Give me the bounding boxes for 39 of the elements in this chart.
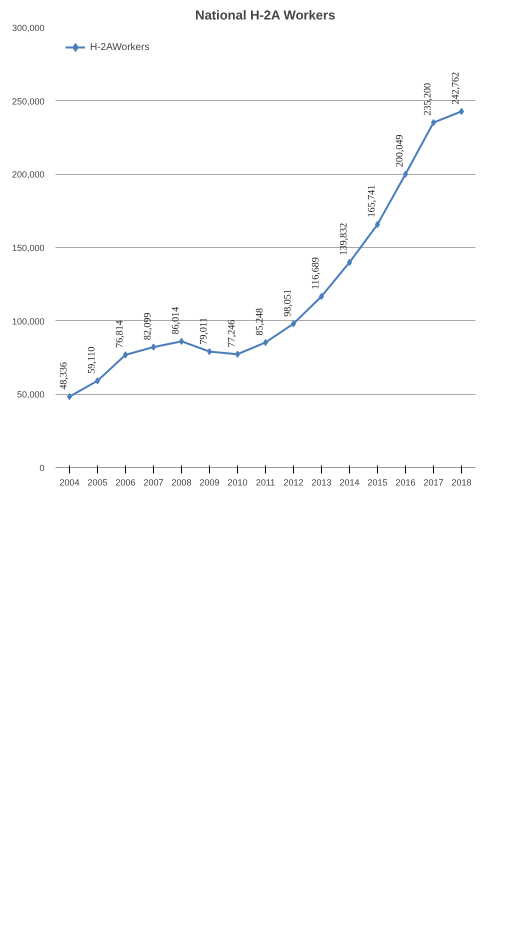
x-tick-label: 2005 [87, 478, 108, 488]
data-label: 48,336 [58, 362, 70, 390]
data-label: 200,049 [394, 134, 406, 168]
x-tick-label: 2009 [199, 478, 220, 488]
x-tick-label: 2012 [283, 478, 304, 488]
data-label: 85,248 [254, 308, 266, 336]
x-tick-label: 2008 [171, 478, 192, 488]
x-tick-label: 2016 [395, 478, 416, 488]
data-label: 86,014 [170, 306, 182, 334]
y-tick-label: 150,000 [12, 243, 45, 253]
x-tick-label: 2018 [451, 478, 472, 488]
y-tick-label: 250,000 [12, 96, 45, 106]
y-tick-label: 50,000 [16, 390, 45, 400]
x-tick-label: 2010 [227, 478, 248, 488]
x-tick-label: 2004 [59, 478, 80, 488]
y-tick-label: 300,000 [12, 23, 45, 33]
x-tick-label: 2014 [339, 478, 360, 488]
data-label: 165,741 [366, 184, 378, 218]
data-label: 98,051 [282, 289, 294, 317]
data-label: 76,814 [114, 320, 126, 348]
data-label: 79,011 [198, 317, 210, 345]
data-label: 242,762 [450, 72, 462, 104]
x-tick-label: 2017 [423, 478, 444, 488]
data-label: 116,689 [310, 257, 322, 290]
data-label: 139,832 [338, 222, 350, 256]
data-label: 82,099 [142, 312, 154, 340]
y-tick-label: 100,000 [12, 316, 45, 326]
y-tick-label: 200,000 [12, 170, 45, 180]
data-label: 77,246 [226, 320, 238, 348]
chart-title: National H-2A Workers [195, 8, 336, 22]
x-tick-label: 2006 [115, 478, 136, 488]
y-tick-label: 0 [39, 463, 45, 473]
data-label: 59,110 [86, 346, 98, 374]
x-tick-label: 2015 [367, 478, 388, 488]
x-tick-label: 2013 [311, 478, 332, 488]
x-tick-label: 2007 [143, 478, 164, 488]
data-label: 235,200 [422, 83, 434, 116]
x-tick-label: 2011 [256, 478, 276, 488]
legend-label: H-2AWorkers [90, 42, 150, 52]
